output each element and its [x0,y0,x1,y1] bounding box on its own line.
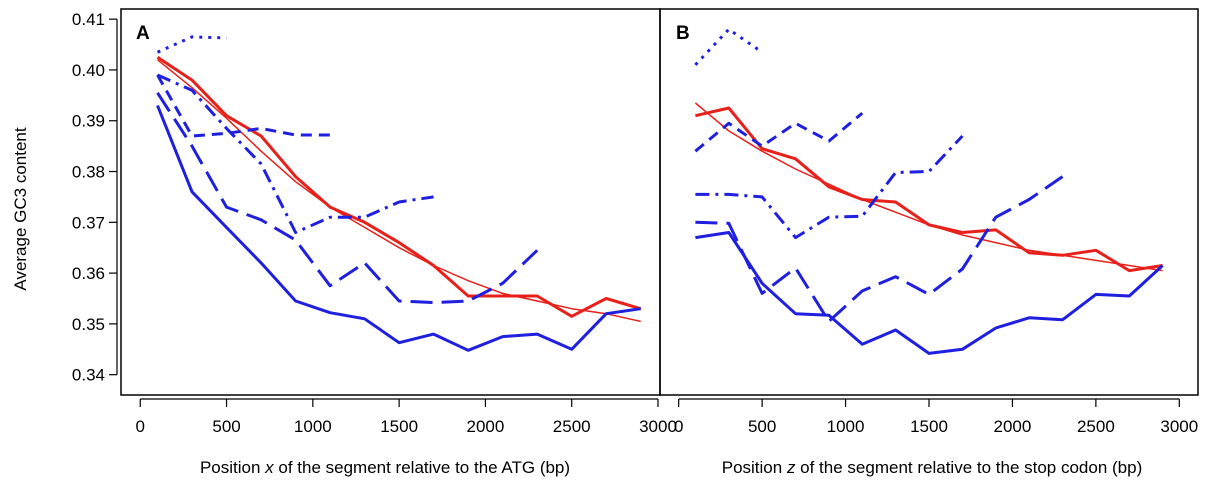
x-axis-title-variable: z [786,458,796,477]
series-line-blue-longdash [156,91,539,305]
x-tick-label: 3000 [1160,417,1198,436]
x-tick-label: 2500 [553,417,591,436]
x-axis-title-part: of the segment relative to the ATG (bp) [274,458,570,477]
x-axis-title-part: of the segment relative to the stop codo… [795,458,1142,477]
panel-b: 0 500 1000 1500 2000 2500 3000 B Position z of t… [659,8,1199,477]
series-line-red-solid-thick [695,106,1163,273]
series-line-red-solid-thick [156,55,642,318]
series-group [694,27,1164,355]
series-line-red-solid-thin [157,59,641,323]
y-tick-label: 0.35 [72,315,105,334]
series-line-blue-dash [694,111,864,153]
y-tick-label: 0.40 [72,61,105,80]
x-tick-label: 500 [748,417,776,436]
series-line-blue-solid [695,231,1164,355]
series-line-blue-longdash [695,175,1064,323]
series-line-blue-dashdot [695,134,964,240]
x-tick-label: 2000 [994,417,1032,436]
x-axis-title-part: Position [200,458,265,477]
x-tick-label: 2000 [467,417,505,436]
y-tick-label: 0.37 [72,213,105,232]
x-tick-label: 2500 [1077,417,1115,436]
plot-frame [659,8,1199,396]
series-line-red-solid-thin [694,102,1163,272]
y-tick-label: 0.41 [72,10,105,29]
panel-letter: A [136,23,150,44]
x-axis-title-part: Position [722,458,787,477]
x-tick-label: 1000 [827,417,865,436]
series-line-blue-dash [156,74,331,138]
x-tick-label: 500 [212,417,240,436]
series-line-blue-solid [156,104,641,352]
y-tick-label: 0.36 [72,264,105,283]
panel-a: 0 500 1000 1500 2000 2500 3000 0.34 0.35 0.36 0.37… [72,8,677,477]
series-line-blue-dot [156,35,227,54]
x-tick-label: 1000 [294,417,332,436]
x-axis-title: Position x of the segment relative to th… [200,458,570,477]
x-axis-title: Position z of the segment relative to th… [722,458,1143,477]
x-tick-label: 1500 [910,417,948,436]
x-axis-title-variable: x [264,458,274,477]
series-line-blue-dashdot [156,73,434,234]
series-line-blue-dot [694,27,763,66]
panel-letter: B [676,23,690,44]
series-group [156,35,642,352]
x-tick-label: 1500 [380,417,418,436]
x-tick-label: 0 [674,417,683,436]
y-tick-label: 0.34 [72,366,105,385]
y-tick-label: 0.38 [72,163,105,182]
y-axis-title: Average GC3 content [11,127,30,290]
y-tick-label: 0.39 [72,112,105,131]
x-tick-label: 0 [136,417,145,436]
x-tick-label: 3000 [639,417,677,436]
